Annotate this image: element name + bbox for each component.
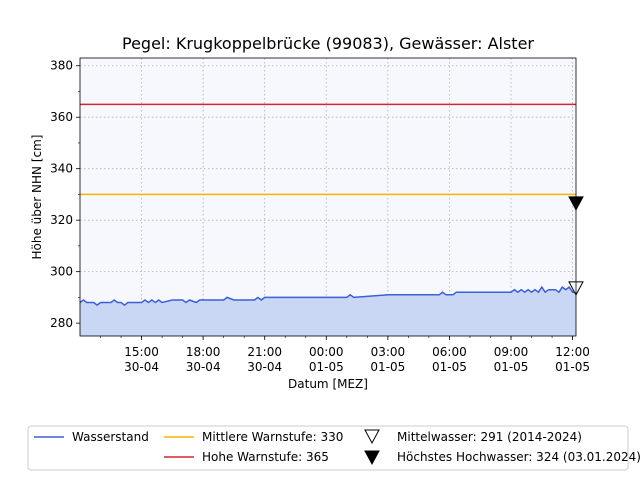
- y-tick-label: 380: [50, 59, 73, 73]
- y-tick-label: 320: [50, 213, 73, 227]
- y-axis: 280 300 320 340 360 380: [50, 59, 80, 330]
- x-tick-time-label: 21:00: [247, 345, 282, 359]
- x-axis: 15:0030-0418:0030-0421:0030-0400:0001-05…: [100, 336, 590, 374]
- legend: Wasserstand Mittlere Warnstufe: 330 Hohe…: [27, 425, 640, 471]
- y-tick-label: 340: [50, 162, 73, 176]
- x-tick-time-label: 15:00: [124, 345, 159, 359]
- x-tick-date-label: 01-05: [370, 360, 405, 374]
- x-tick-date-label: 01-05: [555, 360, 590, 374]
- x-tick-date-label: 01-05: [309, 360, 344, 374]
- chart-title: Pegel: Krugkoppelbrücke (99083), Gewässe…: [122, 34, 534, 53]
- x-tick-time-label: 18:00: [186, 345, 221, 359]
- x-tick-time-label: 09:00: [494, 345, 529, 359]
- plot-frame: [79, 57, 577, 337]
- legend-label-mittelwasser: Mittelwasser: 291 (2014-2024): [397, 430, 582, 444]
- legend-label-hohe-warnstufe: Hohe Warnstufe: 365: [202, 450, 329, 464]
- series-line-wasserstand: [79, 285, 576, 307]
- legend-label-hoechstes-hochwasser: Höchstes Hochwasser: 324 (03.01.2024): [397, 450, 640, 464]
- legend-marker-mittelwasser: [364, 429, 380, 445]
- legend-marker-hoechstes-hochwasser: [364, 450, 380, 466]
- y-tick-label: 300: [50, 265, 73, 279]
- y-tick-label: 280: [50, 316, 73, 330]
- x-tick-time-label: 00:00: [309, 345, 344, 359]
- x-tick-date-label: 30-04: [124, 360, 159, 374]
- x-tick-date-label: 30-04: [186, 360, 221, 374]
- legend-label-mittlere-warnstufe: Mittlere Warnstufe: 330: [202, 430, 343, 444]
- x-axis-label: Datum [MEZ]: [288, 377, 368, 391]
- y-tick-label: 360: [50, 110, 73, 124]
- series-area-wasserstand: [80, 287, 576, 336]
- x-tick-time-label: 06:00: [432, 345, 467, 359]
- x-tick-date-label: 01-05: [432, 360, 467, 374]
- legend-label-wasserstand: Wasserstand: [72, 430, 149, 444]
- x-tick-date-label: 30-04: [247, 360, 282, 374]
- x-tick-time-label: 12:00: [555, 345, 590, 359]
- y-axis-label: Höhe über NHN [cm]: [30, 135, 44, 260]
- threshold-layer: [80, 103, 576, 196]
- x-tick-date-label: 01-05: [494, 360, 529, 374]
- series-layer: [79, 285, 576, 336]
- x-tick-time-label: 03:00: [371, 345, 406, 359]
